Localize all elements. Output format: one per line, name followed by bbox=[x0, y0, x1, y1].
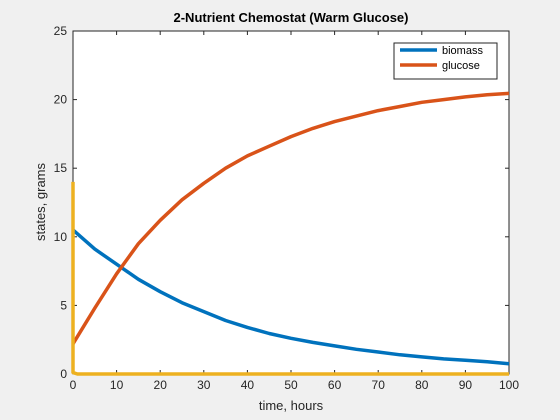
x-axis-label: time, hours bbox=[259, 398, 324, 413]
x-tick-label: 60 bbox=[328, 378, 342, 392]
x-tick-label: 20 bbox=[154, 378, 168, 392]
x-tick-label: 30 bbox=[197, 378, 211, 392]
plot-area bbox=[72, 30, 510, 375]
legend-entry-glucose: glucose bbox=[442, 60, 480, 72]
x-tick-label: 50 bbox=[284, 378, 298, 392]
series-line-glucose bbox=[71, 91, 510, 345]
legend-entry-biomass: biomass bbox=[442, 45, 483, 57]
y-tick-label: 5 bbox=[60, 298, 67, 312]
y-axis-label: states, grams bbox=[33, 162, 48, 241]
chart-title: 2-Nutrient Chemostat (Warm Glucose) bbox=[174, 10, 409, 25]
series-lines bbox=[71, 91, 510, 376]
x-tick-label: 40 bbox=[241, 378, 255, 392]
x-tick-label: 0 bbox=[70, 378, 77, 392]
x-tick-label: 10 bbox=[110, 378, 124, 392]
x-tick-label: 90 bbox=[459, 378, 473, 392]
series-line-biomass bbox=[71, 228, 510, 366]
y-tick-label: 10 bbox=[54, 230, 68, 244]
x-tick-label: 100 bbox=[499, 378, 519, 392]
x-tick-label: 70 bbox=[372, 378, 386, 392]
axis-ticks: 0 10 20 30 40 50 60 70 80 90 100 0 5 10 15 20 25 bbox=[54, 24, 520, 392]
x-tick-label: 80 bbox=[415, 378, 429, 392]
series-line-series-3 bbox=[71, 181, 509, 376]
y-tick-label: 15 bbox=[54, 161, 68, 175]
y-tick-label: 20 bbox=[54, 93, 68, 107]
legend: biomass glucose bbox=[393, 42, 498, 80]
y-tick-label: 25 bbox=[54, 24, 68, 38]
y-tick-label: 0 bbox=[60, 367, 67, 381]
